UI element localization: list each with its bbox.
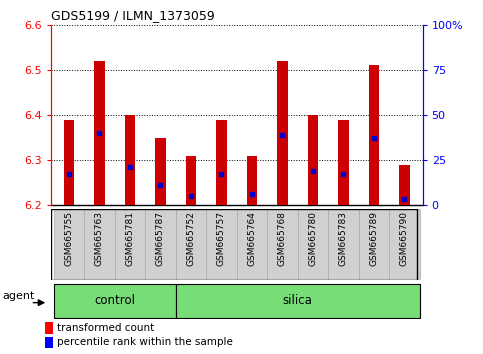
FancyBboxPatch shape bbox=[84, 209, 115, 280]
FancyBboxPatch shape bbox=[328, 209, 358, 280]
Text: GSM665768: GSM665768 bbox=[278, 211, 287, 266]
Text: GSM665763: GSM665763 bbox=[95, 211, 104, 266]
Text: control: control bbox=[94, 295, 135, 307]
FancyBboxPatch shape bbox=[176, 209, 206, 280]
Bar bbox=[45, 337, 53, 348]
Bar bbox=[64, 120, 74, 205]
Bar bbox=[369, 65, 379, 205]
Text: percentile rank within the sample: percentile rank within the sample bbox=[57, 337, 233, 347]
Text: GSM665781: GSM665781 bbox=[126, 211, 134, 266]
Text: GSM665790: GSM665790 bbox=[400, 211, 409, 266]
Text: silica: silica bbox=[283, 295, 313, 307]
Text: GSM665764: GSM665764 bbox=[247, 211, 256, 266]
Text: GSM665752: GSM665752 bbox=[186, 211, 196, 266]
Bar bbox=[94, 61, 105, 205]
FancyBboxPatch shape bbox=[176, 284, 420, 318]
FancyBboxPatch shape bbox=[145, 209, 176, 280]
Bar bbox=[247, 156, 257, 205]
Bar bbox=[185, 156, 196, 205]
Text: GSM665787: GSM665787 bbox=[156, 211, 165, 266]
Text: agent: agent bbox=[2, 291, 35, 301]
Bar bbox=[155, 138, 166, 205]
FancyBboxPatch shape bbox=[54, 284, 176, 318]
FancyBboxPatch shape bbox=[206, 209, 237, 280]
Text: GSM665783: GSM665783 bbox=[339, 211, 348, 266]
FancyBboxPatch shape bbox=[54, 209, 84, 280]
FancyBboxPatch shape bbox=[389, 209, 420, 280]
Bar bbox=[45, 322, 53, 334]
Text: GSM665789: GSM665789 bbox=[369, 211, 378, 266]
Text: GSM665755: GSM665755 bbox=[65, 211, 73, 266]
FancyBboxPatch shape bbox=[237, 209, 267, 280]
Bar bbox=[277, 61, 288, 205]
FancyBboxPatch shape bbox=[298, 209, 328, 280]
FancyBboxPatch shape bbox=[358, 209, 389, 280]
Bar bbox=[338, 120, 349, 205]
Bar bbox=[308, 115, 318, 205]
Bar bbox=[125, 115, 135, 205]
Text: transformed count: transformed count bbox=[57, 323, 155, 333]
Bar bbox=[216, 120, 227, 205]
FancyBboxPatch shape bbox=[267, 209, 298, 280]
Bar bbox=[399, 165, 410, 205]
Text: GSM665757: GSM665757 bbox=[217, 211, 226, 266]
FancyBboxPatch shape bbox=[115, 209, 145, 280]
Text: GSM665780: GSM665780 bbox=[308, 211, 317, 266]
Text: GDS5199 / ILMN_1373059: GDS5199 / ILMN_1373059 bbox=[51, 9, 214, 22]
